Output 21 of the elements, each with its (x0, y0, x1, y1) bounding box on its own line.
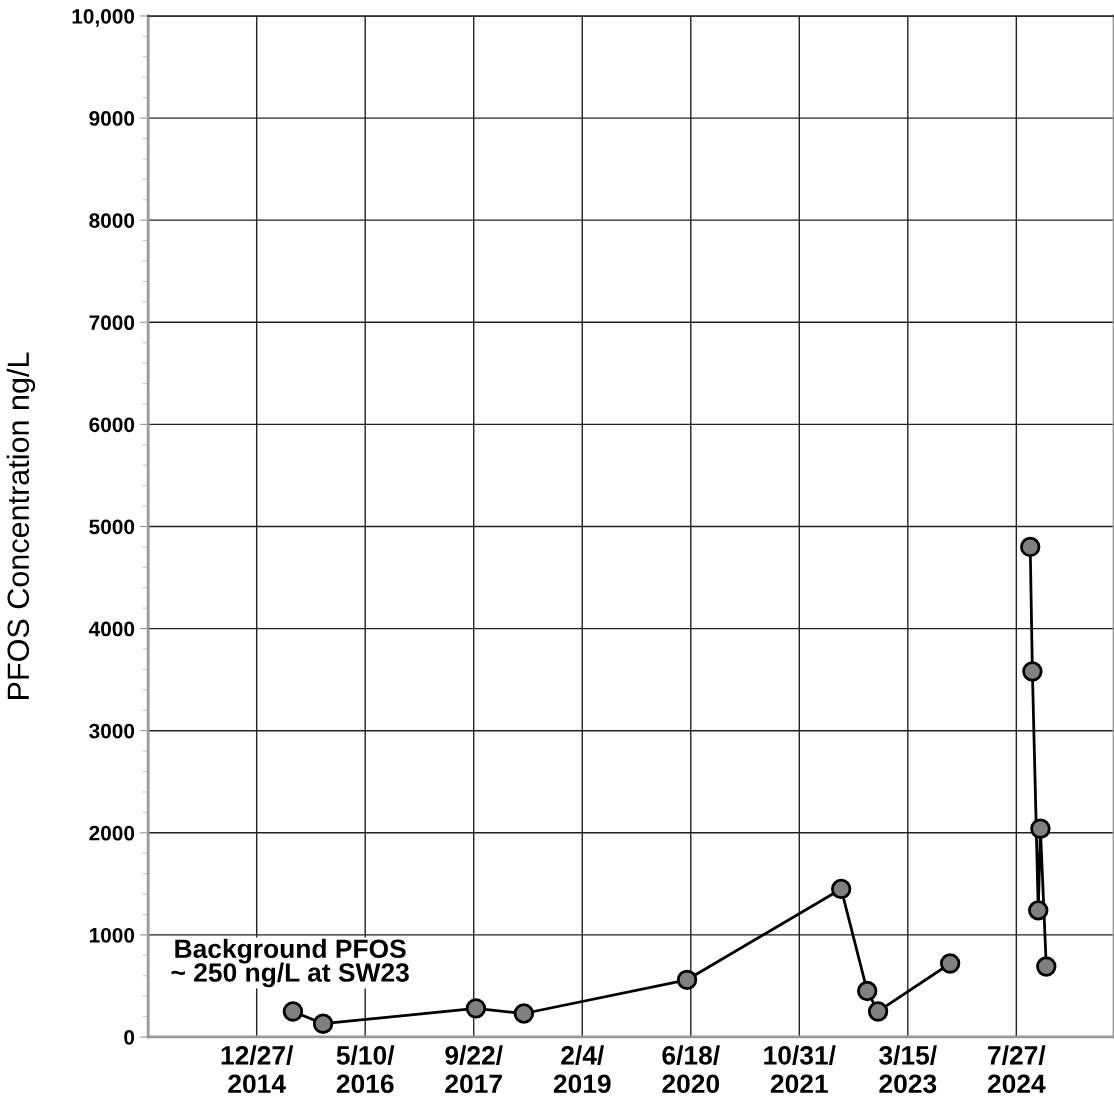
y-tick-label: 0 (124, 1029, 135, 1045)
y-tick-label: 10,000 (72, 8, 135, 27)
x-tick-label: 9/22/ 2017 (445, 1045, 503, 1094)
y-tick-label: 4000 (88, 621, 135, 637)
y-axis-title: PFOS Concentration ng/L (6, 352, 36, 699)
y-tick-label: 1000 (89, 927, 135, 943)
x-tick-label: 7/27/ 2024 (987, 1045, 1046, 1094)
x-tick-label: 2/4/ 2019 (553, 1045, 611, 1094)
y-tick-label: 2000 (89, 825, 135, 841)
x-tick-label: 3/15/ 2023 (879, 1045, 937, 1094)
x-tick-label: 10/31/ 2021 (764, 1045, 836, 1094)
y-tick-label: 6000 (89, 417, 135, 433)
y-tick-label: 8000 (89, 213, 135, 228)
x-tick-label: 5/10/ 2016 (336, 1045, 395, 1094)
y-tick-label: 9000 (89, 111, 135, 126)
y-tick-label: 7000 (89, 315, 135, 331)
y-tick-label: 5000 (89, 519, 135, 535)
x-tick-label: 12/27/ 2014 (221, 1045, 294, 1094)
x-tick-label: 6/18/ 2020 (662, 1045, 720, 1094)
annotation: Background PFOS ~ 250 ng/L at SW23 (171, 938, 409, 988)
y-tick-label: 3000 (89, 723, 135, 739)
